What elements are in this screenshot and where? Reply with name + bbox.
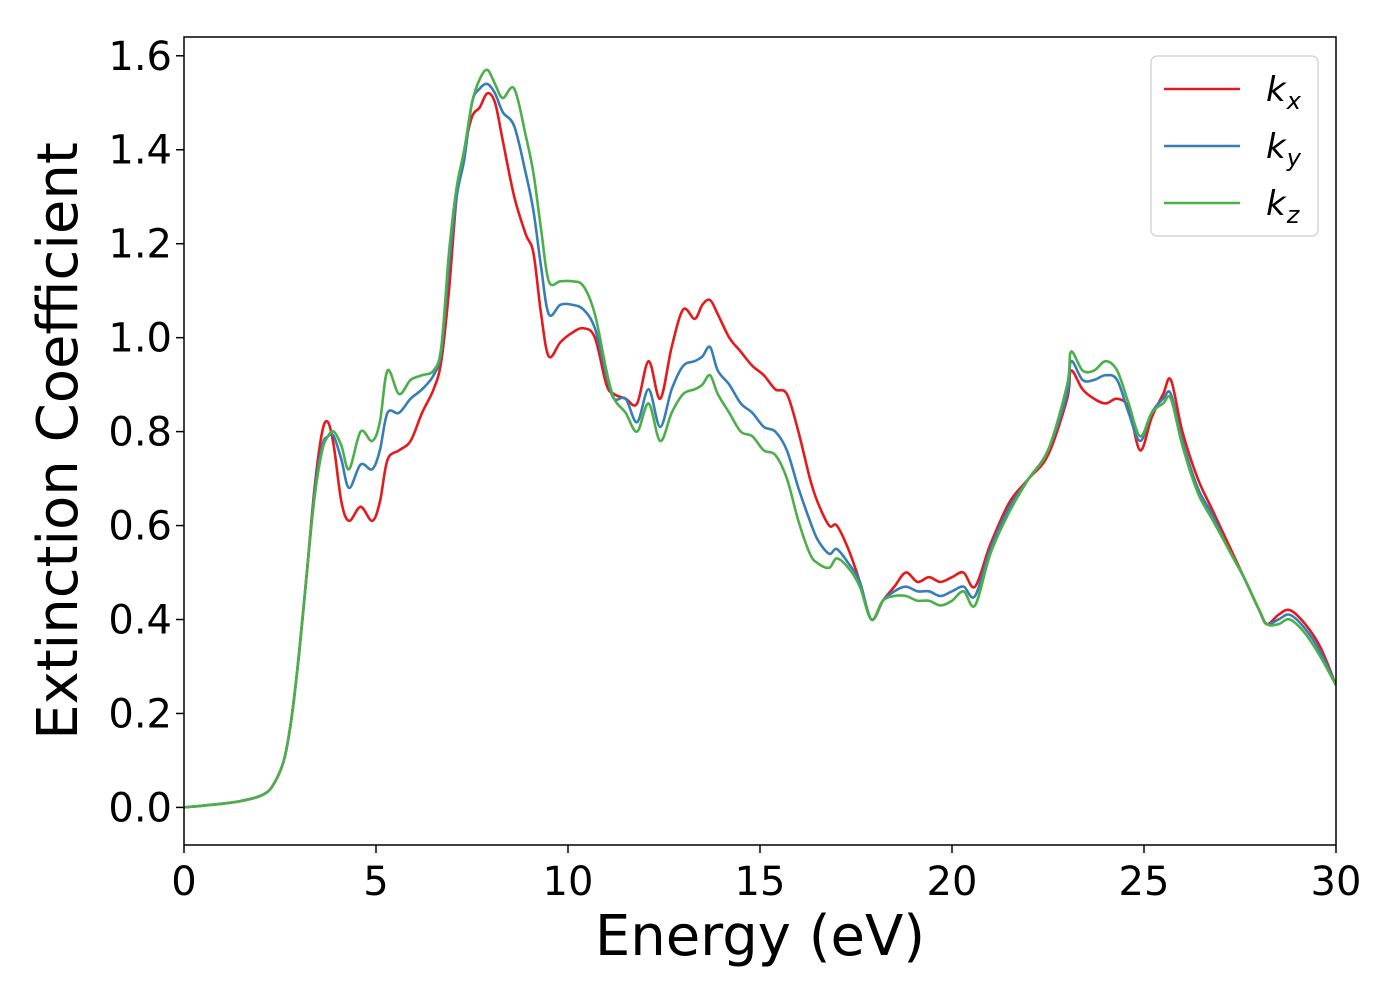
series-layer <box>184 68 1336 809</box>
y-tick-label: 1.4 <box>108 128 172 174</box>
x-tick-label: 30 <box>1311 859 1362 905</box>
x-tick-label: 20 <box>927 859 978 905</box>
series-line-z <box>184 68 1336 809</box>
y-tick-label: 1.6 <box>108 34 172 80</box>
x-tick-label: 5 <box>363 859 388 905</box>
y-axis-label: Extinction Coefficient <box>26 142 91 740</box>
x-axis-label: Energy (eV) <box>595 904 925 969</box>
x-axis-ticks: 0 5 10 15 20 25 30 <box>171 845 1361 905</box>
y-tick-label: 1.2 <box>108 222 172 268</box>
y-tick-label: 1.0 <box>108 316 172 362</box>
series-line-y <box>184 82 1336 809</box>
x-tick-label: 15 <box>735 859 786 905</box>
y-axis-ticks: 0.0 0.2 0.4 0.6 0.8 1.0 1.2 1.4 1.6 <box>108 34 184 831</box>
series-line-x <box>184 91 1336 809</box>
y-tick-label: 0.6 <box>108 504 172 550</box>
y-tick-label: 0.4 <box>108 598 172 644</box>
y-tick-label: 0.0 <box>108 785 172 831</box>
y-tick-label: 0.2 <box>108 691 172 737</box>
x-tick-label: 0 <box>171 859 196 905</box>
y-tick-label: 0.8 <box>108 410 172 456</box>
x-tick-label: 10 <box>543 859 594 905</box>
x-tick-label: 25 <box>1119 859 1170 905</box>
